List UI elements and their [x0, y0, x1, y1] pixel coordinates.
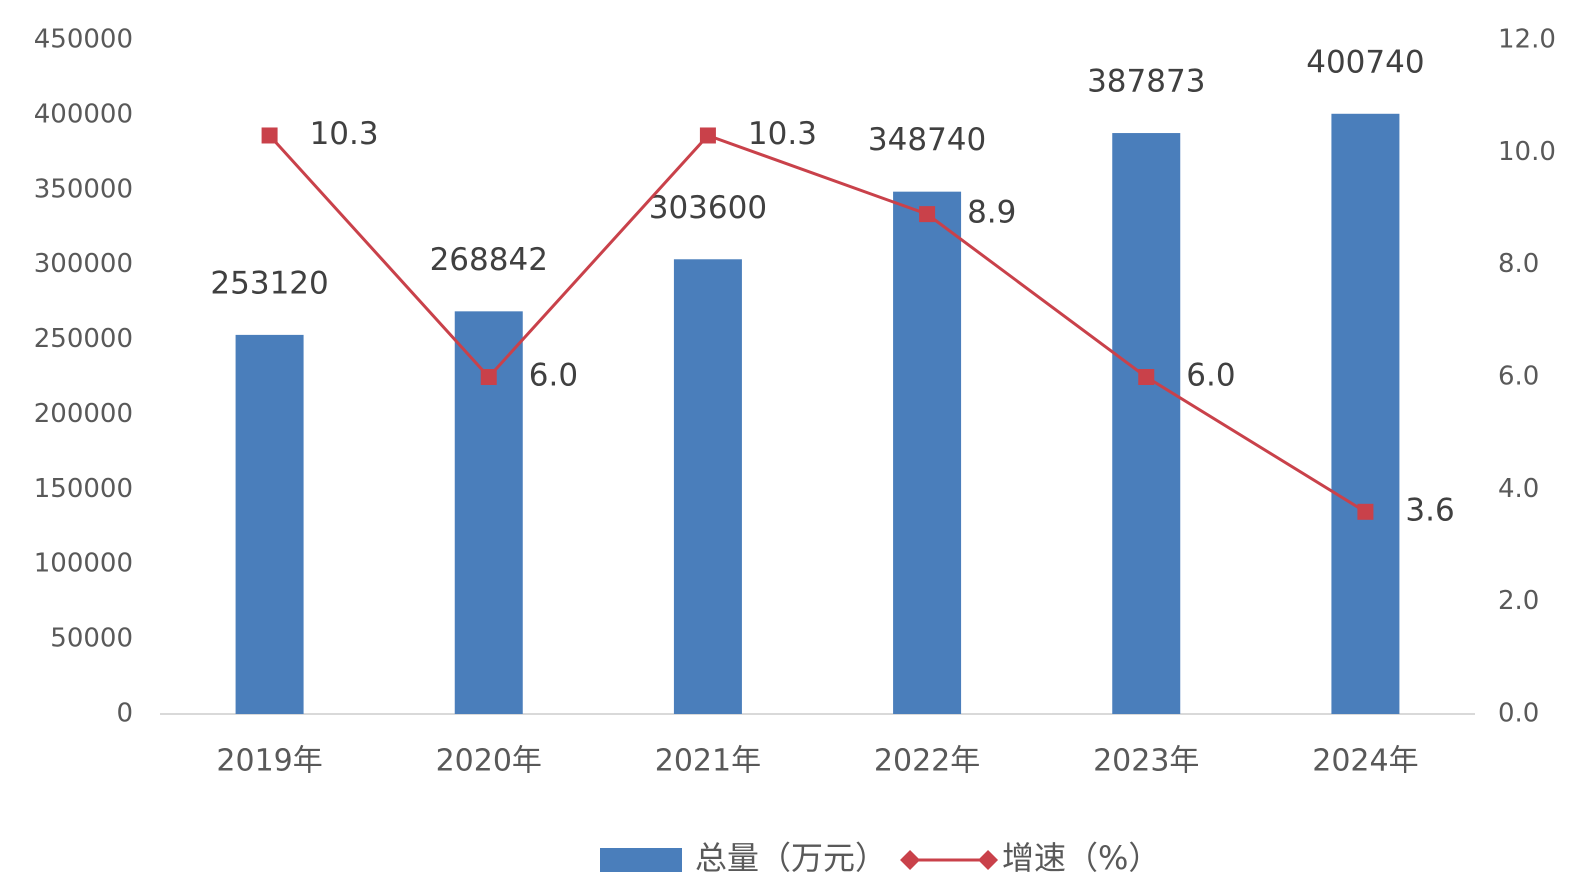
- y-tick-label: 300000: [34, 249, 133, 279]
- line-marker: [919, 206, 936, 223]
- bar: [1331, 113, 1400, 715]
- line-value-label: 8.9: [967, 195, 1016, 231]
- y-tick-label: 0: [116, 699, 133, 729]
- bar-value-label: 268842: [430, 242, 548, 278]
- line-marker: [480, 369, 497, 385]
- line-value-label: 6.0: [1186, 358, 1235, 394]
- line-value-label: 6.0: [529, 358, 578, 394]
- bar-value-label: 387873: [1087, 64, 1205, 100]
- legend-label: 总量（万元）: [695, 839, 887, 877]
- y-tick-label: 50000: [50, 624, 133, 654]
- legend-label: 增速（%）: [1002, 839, 1160, 877]
- x-tick-label: 2024年: [1312, 744, 1418, 779]
- y-tick-label: 400000: [34, 99, 133, 129]
- legend-marker: [900, 850, 921, 870]
- x-tick-label: 2023年: [1093, 744, 1199, 779]
- line-marker: [699, 127, 716, 144]
- line-marker: [1357, 503, 1374, 520]
- line-value-label: 10.3: [748, 116, 817, 152]
- y-tick-label: 250000: [34, 324, 133, 354]
- y-tick-label: 150000: [34, 474, 133, 504]
- y2-tick-label: 10.0: [1498, 137, 1556, 167]
- bar: [1112, 133, 1181, 715]
- x-tick-label: 2020年: [436, 744, 542, 779]
- bar-value-label: 253120: [210, 265, 328, 301]
- y2-tick-label: 2.0: [1498, 586, 1539, 616]
- y2-tick-label: 8.0: [1498, 249, 1539, 279]
- y2-tick-label: 12.0: [1498, 25, 1556, 55]
- bar-value-label: 400740: [1306, 44, 1424, 80]
- y-tick-label: 100000: [34, 549, 133, 579]
- line-marker: [1138, 369, 1155, 385]
- y-tick-label: 350000: [34, 174, 133, 204]
- line-value-label: 3.6: [1405, 492, 1454, 528]
- y-tick-label: 450000: [34, 25, 133, 55]
- y2-tick-label: 6.0: [1498, 362, 1539, 392]
- bar: [673, 259, 742, 714]
- legend-marker: [978, 850, 999, 870]
- bar: [893, 191, 962, 714]
- x-tick-label: 2019年: [216, 744, 322, 779]
- line-value-label: 10.3: [310, 116, 379, 152]
- line: [268, 133, 1367, 514]
- line-marker: [261, 127, 278, 144]
- y2-tick-label: 4.0: [1498, 474, 1539, 504]
- bar: [235, 334, 304, 714]
- bar-value-label: 348740: [868, 122, 986, 158]
- x-tick-label: 2021年: [655, 744, 761, 779]
- y2-tick-label: 0.0: [1498, 699, 1539, 729]
- y-tick-label: 200000: [34, 399, 133, 429]
- legend-swatch: [600, 848, 682, 872]
- x-tick-label: 2022年: [874, 744, 980, 779]
- bar-value-label: 303600: [649, 190, 767, 226]
